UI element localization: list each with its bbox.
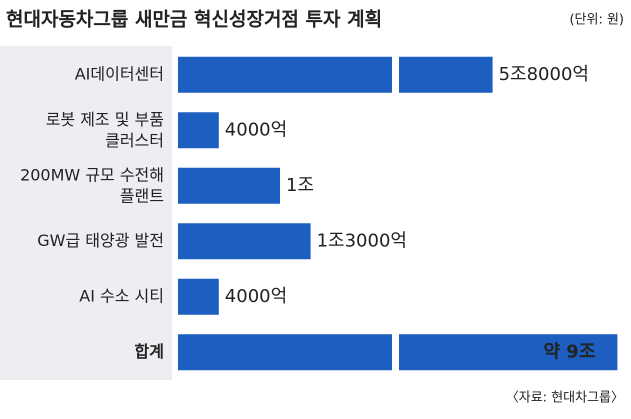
bar	[178, 223, 311, 260]
bar	[178, 56, 493, 93]
unit-note: (단위: 원)	[569, 13, 624, 28]
value-label: 4000억	[225, 119, 287, 140]
bar	[178, 278, 219, 315]
value-label: 1조3000억	[317, 230, 407, 251]
value-label: 4000억	[225, 286, 287, 307]
category-label: GW급 태양광 발전	[37, 231, 164, 250]
category-label: 합계	[135, 342, 164, 361]
source: 〈자료: 현대차그룹〉	[506, 391, 624, 406]
category-label: AI 수소 시티	[79, 286, 164, 305]
category-label: 200MW 규모 수전해 플랜트	[20, 165, 164, 205]
bar	[178, 112, 219, 149]
bar	[178, 167, 280, 204]
value-label: 약 9조	[543, 340, 595, 362]
value-label: 5조8000억	[499, 64, 589, 85]
bar	[178, 334, 618, 371]
category-label: 로봇 제조 및 부품 클러스터	[46, 109, 164, 149]
label-panel	[0, 46, 172, 380]
category-label: AI데이터센터	[75, 64, 164, 83]
chart-title: 현대자동차그룹 새만금 혁신성장거점 투자 계획	[6, 9, 382, 31]
value-label: 1조	[286, 175, 314, 196]
